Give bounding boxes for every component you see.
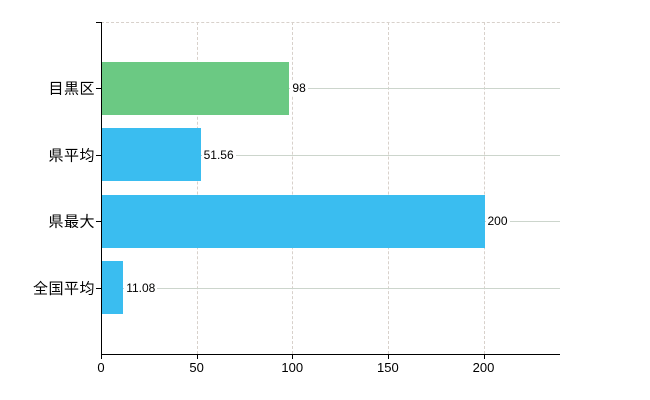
x-axis-line xyxy=(101,354,560,355)
vertical-gridline xyxy=(196,22,198,354)
x-axis-tick xyxy=(387,354,389,359)
bar xyxy=(102,61,290,115)
bar xyxy=(102,194,485,248)
bar xyxy=(102,261,124,315)
plot-top-gridline xyxy=(101,22,560,23)
bar-value-label: 11.08 xyxy=(124,280,158,295)
horizontal-gridline xyxy=(102,154,560,156)
y-axis-tick xyxy=(96,287,101,289)
category-label: 県最大 xyxy=(48,213,95,231)
x-axis-tick xyxy=(101,354,102,359)
category-label: 全国平均 xyxy=(32,280,95,298)
category-label: 目黒区 xyxy=(48,80,95,98)
vertical-gridline xyxy=(483,22,485,354)
x-axis-tick-label: 50 xyxy=(189,360,204,375)
x-axis-tick-label: 200 xyxy=(472,360,495,375)
x-axis-tick xyxy=(483,354,485,359)
x-axis-tick-label: 150 xyxy=(377,360,399,375)
x-axis-tick xyxy=(196,354,198,359)
vertical-gridline xyxy=(387,22,389,354)
vertical-gridline xyxy=(292,22,294,354)
bar xyxy=(102,128,201,182)
x-axis-tick-label: 100 xyxy=(281,360,304,375)
y-axis-tick xyxy=(96,221,101,223)
category-label: 県平均 xyxy=(48,147,95,165)
y-axis-tick xyxy=(96,154,101,156)
x-axis-tick-label: 0 xyxy=(97,360,105,375)
x-axis-tick xyxy=(292,354,294,359)
y-axis-tick xyxy=(96,88,101,90)
bar-value-label: 51.56 xyxy=(201,147,236,162)
y-axis-line xyxy=(101,22,102,354)
bar-value-label: 98 xyxy=(290,81,308,96)
horizontal-gridline xyxy=(102,287,560,289)
bar-value-label: 200 xyxy=(485,214,510,229)
y-axis-end-tick xyxy=(96,22,101,23)
horizontal-gridline xyxy=(102,88,560,90)
